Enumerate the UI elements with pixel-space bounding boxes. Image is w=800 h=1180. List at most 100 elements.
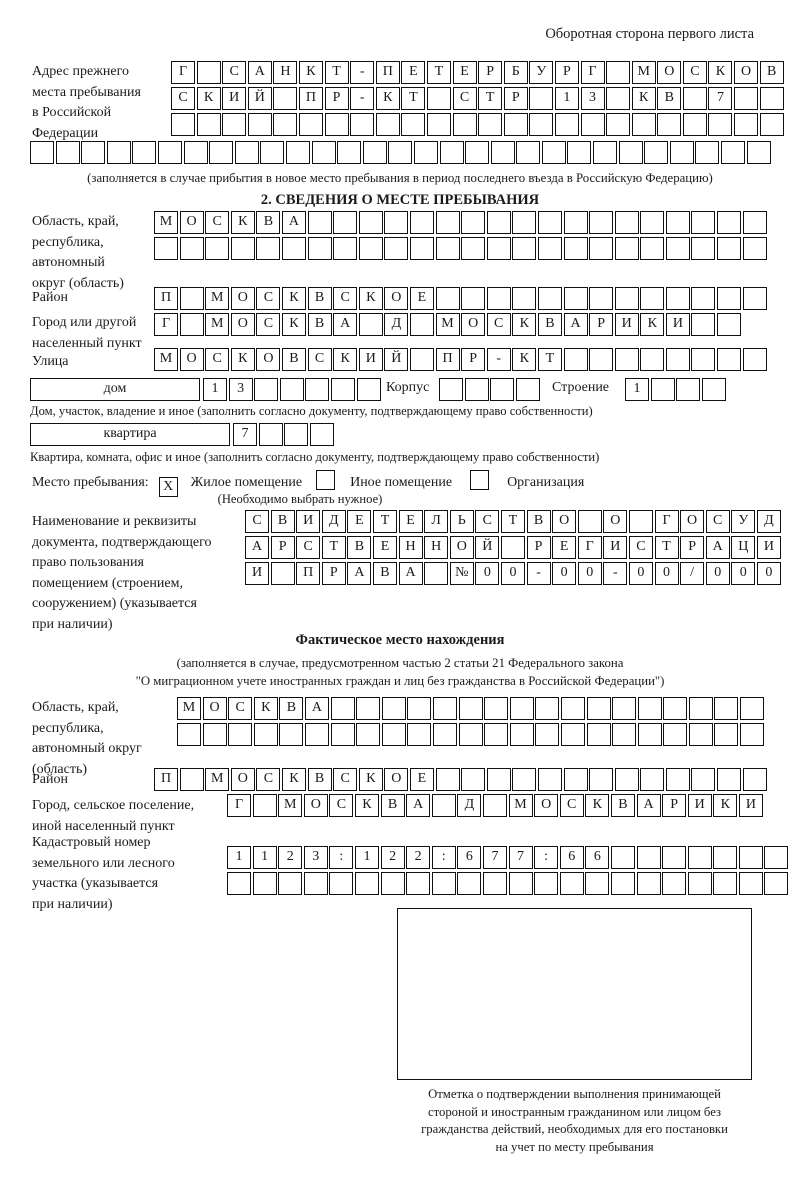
- input-cell[interactable]: :: [329, 846, 354, 869]
- input-cell[interactable]: 0: [475, 562, 500, 585]
- input-cell[interactable]: О: [179, 211, 204, 234]
- input-cell[interactable]: [717, 768, 742, 791]
- input-cell[interactable]: Л: [424, 510, 449, 533]
- input-cell[interactable]: [669, 141, 694, 164]
- input-cell[interactable]: [512, 768, 537, 791]
- input-cell[interactable]: [171, 113, 195, 136]
- input-cell[interactable]: [273, 87, 298, 110]
- stamp-area[interactable]: [397, 908, 752, 1080]
- input-cell[interactable]: [740, 697, 765, 720]
- input-cell[interactable]: [589, 287, 614, 310]
- input-cell[interactable]: К: [512, 348, 537, 371]
- input-cell[interactable]: [253, 723, 278, 746]
- input-cell[interactable]: [247, 113, 272, 136]
- input-cell[interactable]: В: [347, 536, 372, 559]
- input-cell[interactable]: 1: [252, 846, 277, 869]
- input-cell[interactable]: В: [307, 287, 332, 310]
- input-cell[interactable]: [537, 287, 562, 310]
- input-cell[interactable]: /: [680, 562, 705, 585]
- input-cell[interactable]: [586, 697, 611, 720]
- input-cell[interactable]: [478, 113, 503, 136]
- input-cell[interactable]: В: [537, 313, 562, 336]
- input-cell[interactable]: В: [307, 768, 332, 791]
- input-cell[interactable]: 7: [233, 423, 257, 446]
- input-cell[interactable]: Р: [324, 87, 349, 110]
- input-cell[interactable]: [610, 846, 635, 869]
- input-cell[interactable]: [560, 723, 585, 746]
- input-cell[interactable]: С: [486, 313, 511, 336]
- input-cell[interactable]: [529, 87, 554, 110]
- input-cell[interactable]: [614, 287, 639, 310]
- input-cell[interactable]: 0: [552, 562, 577, 585]
- input-cell[interactable]: С: [256, 768, 281, 791]
- input-cell[interactable]: К: [298, 61, 323, 84]
- input-cell[interactable]: Р: [321, 562, 346, 585]
- input-cell[interactable]: [637, 697, 662, 720]
- input-cell[interactable]: 0: [756, 562, 781, 585]
- input-cell[interactable]: О: [534, 794, 559, 817]
- input-cell[interactable]: 3: [228, 378, 253, 401]
- input-cell[interactable]: [665, 287, 690, 310]
- input-cell[interactable]: [734, 87, 759, 110]
- input-cell[interactable]: [435, 211, 460, 234]
- input-cell[interactable]: О: [202, 697, 227, 720]
- input-cell[interactable]: Р: [554, 61, 579, 84]
- input-cell[interactable]: [695, 141, 720, 164]
- input-cell[interactable]: А: [245, 536, 269, 559]
- input-cell[interactable]: Н: [424, 536, 449, 559]
- input-cell[interactable]: К: [585, 794, 610, 817]
- input-cell[interactable]: Р: [526, 536, 551, 559]
- input-cell[interactable]: [612, 697, 637, 720]
- checkbox-inoe-pomeshchenie[interactable]: [316, 470, 336, 490]
- flat-number-cells[interactable]: 7: [233, 423, 335, 446]
- input-cell[interactable]: [330, 723, 355, 746]
- input-cell[interactable]: В: [279, 697, 304, 720]
- input-cell[interactable]: 1: [554, 87, 579, 110]
- input-cell[interactable]: Т: [537, 348, 562, 371]
- input-cell[interactable]: [717, 313, 742, 336]
- input-cell[interactable]: [691, 768, 716, 791]
- input-cell[interactable]: [742, 287, 767, 310]
- input-cell[interactable]: Р: [461, 348, 486, 371]
- input-cell[interactable]: О: [552, 510, 577, 533]
- input-cell[interactable]: [612, 723, 637, 746]
- input-cell[interactable]: [662, 872, 687, 895]
- input-cell[interactable]: 0: [577, 562, 602, 585]
- input-cell[interactable]: М: [508, 794, 533, 817]
- input-cell[interactable]: [691, 237, 716, 260]
- input-cell[interactable]: Д: [384, 313, 409, 336]
- input-cell[interactable]: [640, 211, 665, 234]
- input-cell[interactable]: [464, 378, 489, 401]
- input-cell[interactable]: В: [256, 211, 281, 234]
- input-cell[interactable]: [177, 723, 201, 746]
- input-cell[interactable]: [636, 872, 661, 895]
- input-cell[interactable]: [333, 211, 358, 234]
- input-cell[interactable]: О: [680, 510, 705, 533]
- input-cell[interactable]: [305, 378, 330, 401]
- input-cell[interactable]: [580, 113, 605, 136]
- input-cell[interactable]: 2: [380, 846, 405, 869]
- input-cell[interactable]: А: [398, 562, 423, 585]
- input-cell[interactable]: [179, 287, 204, 310]
- input-cell[interactable]: [407, 697, 432, 720]
- input-cell[interactable]: [179, 768, 204, 791]
- input-cell[interactable]: Ц: [731, 536, 756, 559]
- stroenie-cells[interactable]: 1: [625, 378, 727, 401]
- input-cell[interactable]: [742, 237, 767, 260]
- input-cell[interactable]: :: [534, 846, 559, 869]
- input-cell[interactable]: К: [230, 211, 255, 234]
- input-cell[interactable]: [586, 723, 611, 746]
- input-cell[interactable]: Т: [426, 61, 451, 84]
- input-cell[interactable]: К: [358, 768, 383, 791]
- input-cell[interactable]: П: [154, 768, 178, 791]
- input-cell[interactable]: [589, 768, 614, 791]
- input-cell[interactable]: О: [256, 348, 281, 371]
- input-cell[interactable]: И: [738, 794, 763, 817]
- input-cell[interactable]: М: [177, 697, 201, 720]
- input-cell[interactable]: [764, 846, 789, 869]
- input-cell[interactable]: И: [358, 348, 383, 371]
- input-cell[interactable]: [388, 141, 413, 164]
